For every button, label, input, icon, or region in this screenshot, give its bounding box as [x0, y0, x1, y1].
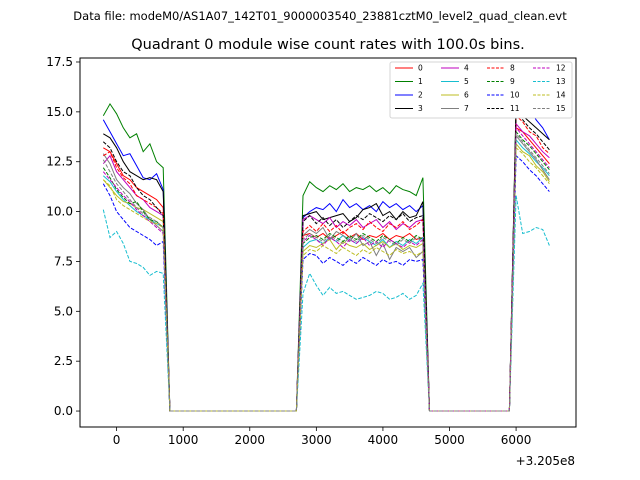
chart-suptitle: Data file: modeM0/AS1A07_142T01_90000035… — [73, 9, 567, 23]
legend-label-10: 10 — [510, 91, 520, 100]
legend-label-6: 6 — [464, 91, 469, 100]
y-tick-label: 7.5 — [54, 254, 73, 268]
y-tick-label: 5.0 — [54, 304, 73, 318]
x-axis: 0 1000 2000 3000 4000 5000 6000 — [113, 427, 532, 447]
legend-label-1: 1 — [418, 77, 423, 86]
x-tick-label: 4000 — [368, 433, 399, 447]
legend-label-5: 5 — [464, 77, 469, 86]
legend-label-13: 13 — [556, 77, 566, 86]
y-tick-label: 2.5 — [54, 354, 73, 368]
y-tick-label: 10.0 — [46, 205, 73, 219]
y-tick-label: 0.0 — [54, 404, 73, 418]
legend-label-3: 3 — [418, 104, 423, 113]
legend-label-15: 15 — [556, 104, 566, 113]
legend-label-0: 0 — [418, 64, 423, 73]
x-tick-label: 1000 — [168, 433, 199, 447]
legend-label-8: 8 — [510, 64, 515, 73]
legend-label-9: 9 — [510, 77, 515, 86]
legend-label-14: 14 — [556, 91, 566, 100]
legend-label-2: 2 — [418, 91, 423, 100]
plot-lines — [102, 74, 550, 412]
x-tick-label: 0 — [113, 433, 121, 447]
x-tick-label: 6000 — [501, 433, 532, 447]
x-tick-label: 3000 — [301, 433, 332, 447]
legend-label-12: 12 — [556, 64, 566, 73]
chart-title: Quadrant 0 module wise count rates with … — [131, 37, 525, 53]
legend-label-11: 11 — [510, 104, 520, 113]
x-tick-label: 2000 — [234, 433, 265, 447]
x-axis-offset-label: +3.205e8 — [516, 454, 575, 468]
legend-label-4: 4 — [464, 64, 469, 73]
y-tick-label: 17.5 — [46, 55, 73, 69]
axes-frame — [79, 57, 577, 428]
y-tick-label: 15.0 — [46, 105, 73, 119]
x-tick-label: 5000 — [434, 433, 465, 447]
y-tick-label: 12.5 — [46, 155, 73, 169]
legend-frame — [389, 61, 573, 119]
legend-label-7: 7 — [464, 104, 469, 113]
y-axis: 0.0 2.5 5.0 7.5 10.0 12.5 15.0 17.5 — [46, 55, 80, 418]
series-line-15 — [102, 132, 550, 412]
